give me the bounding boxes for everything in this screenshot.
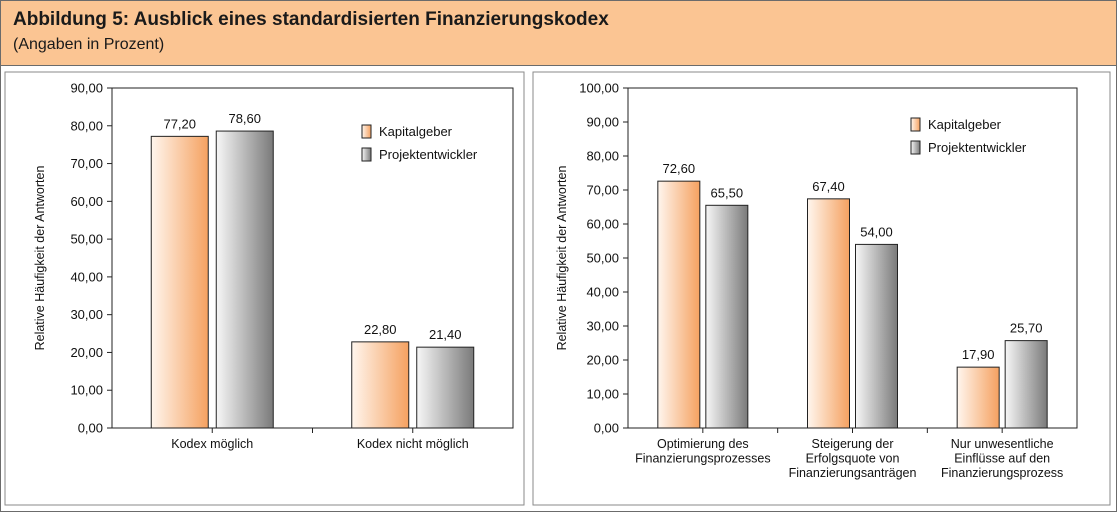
legend-swatch (910, 117, 921, 132)
y-tick-label: 80,00 (586, 149, 619, 164)
y-axis-title: Relative Häufigkeit der Antworten (33, 166, 47, 351)
y-tick-label: 20,00 (586, 353, 619, 368)
y-tick-label: 70,00 (586, 183, 619, 198)
legend-label: Projektentwickler (379, 147, 478, 162)
data-label: 21,40 (429, 327, 462, 342)
figure-title: Abbildung 5: Ausblick eines standardisie… (13, 9, 609, 30)
data-label: 25,70 (1010, 321, 1043, 336)
data-label: 78,60 (228, 111, 261, 126)
x-tick-label: Finanzierungsprozesses (635, 452, 771, 466)
y-tick-label: 0,00 (78, 421, 103, 436)
x-tick-label: Finanzierungsprozess (941, 466, 1063, 480)
chart-2: 0,00 10,00 20,00 30,00 40,00 50,00 60,00 70,00 8… (532, 71, 1111, 506)
legend-label: Projektentwickler (928, 140, 1027, 155)
bar-kapitalgeber (351, 341, 410, 429)
x-tick-label: Erfolgsquote von (806, 452, 900, 466)
y-tick-label: 30,00 (586, 319, 619, 334)
data-label: 72,60 (663, 161, 696, 176)
y-tick-label: 0,00 (594, 421, 619, 436)
y-tick-label: 50,00 (586, 251, 619, 266)
y-tick-label: 20,00 (70, 345, 103, 360)
x-tick-label: Einflüsse auf den (954, 452, 1050, 466)
y-tick-label: 70,00 (70, 156, 103, 171)
data-label: 65,50 (711, 185, 744, 200)
data-label: 54,00 (860, 224, 893, 239)
figure-subtitle: (Angaben in Prozent) (13, 36, 165, 53)
bar-kapitalgeber (150, 135, 209, 429)
chart-1: 0,00 10,00 20,00 30,00 40,00 50,00 60,00 70,00 8… (4, 71, 525, 506)
bar-kapitalgeber (657, 180, 701, 429)
bar-projektentwickler (1004, 340, 1048, 429)
x-tick-label: Nur unwesentliche (951, 437, 1054, 451)
data-label: 17,90 (962, 347, 995, 362)
legend-swatch (361, 147, 372, 162)
y-tick-label: 10,00 (586, 387, 619, 402)
x-tick-label: Steigerung der (811, 437, 893, 451)
x-tick-label: Kodex möglich (171, 437, 253, 451)
y-tick-label: 90,00 (586, 115, 619, 130)
legend-label: Kapitalgeber (928, 117, 1002, 132)
legend-swatch (361, 124, 372, 139)
legend-swatch (910, 140, 921, 155)
y-tick-label: 80,00 (70, 118, 103, 133)
data-label: 77,20 (163, 116, 196, 131)
y-tick-label: 50,00 (70, 232, 103, 247)
data-label: 67,40 (812, 179, 845, 194)
bar-kapitalgeber (956, 366, 1000, 429)
y-tick-label: 10,00 (70, 383, 103, 398)
y-tick-label: 60,00 (70, 194, 103, 209)
y-tick-label: 40,00 (586, 285, 619, 300)
bar-projektentwickler (416, 346, 475, 429)
y-axis-title: Relative Häufigkeit der Antworten (555, 166, 569, 351)
bar-projektentwickler (215, 130, 274, 429)
bar-projektentwickler (705, 204, 749, 429)
legend-label: Kapitalgeber (379, 124, 453, 139)
y-tick-label: 60,00 (586, 217, 619, 232)
x-tick-label: Optimierung des (657, 437, 749, 451)
figure-header: Abbildung 5: Ausblick eines standardisie… (1, 1, 1116, 66)
y-tick-label: 40,00 (70, 269, 103, 284)
bar-projektentwickler (855, 243, 898, 429)
x-tick-label: Kodex nicht möglich (357, 437, 469, 451)
y-tick-label: 100,00 (579, 81, 619, 96)
data-label: 22,80 (364, 322, 397, 337)
y-tick-label: 30,00 (70, 307, 103, 322)
bar-kapitalgeber (807, 198, 850, 429)
y-tick-label: 90,00 (70, 81, 103, 96)
x-tick-label: Finanzierungsanträgen (789, 466, 917, 480)
